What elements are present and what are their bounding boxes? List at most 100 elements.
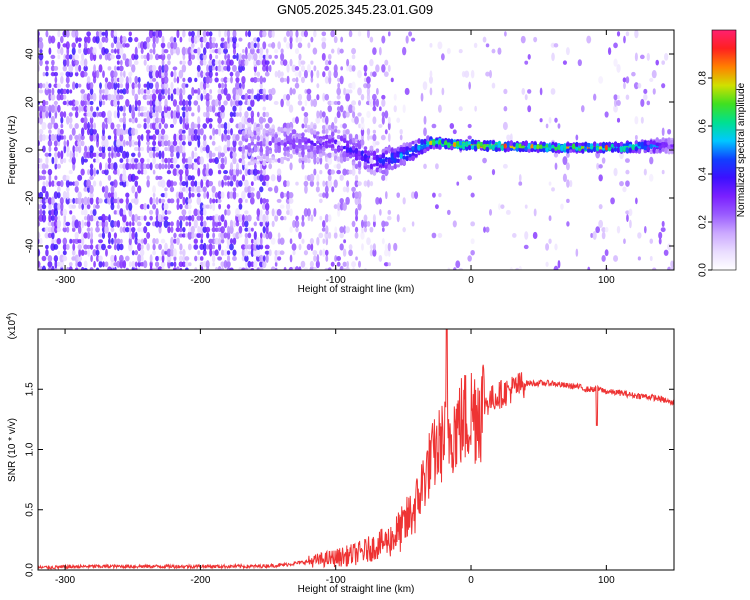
spectrogram-noise-cell	[202, 261, 207, 268]
spectrogram-noise-cell	[346, 105, 349, 113]
spectrogram-noise-cell	[217, 237, 222, 245]
spectrogram-noise-cell	[238, 158, 243, 163]
spectrogram-noise-cell	[256, 77, 260, 83]
spectrogram-noise-cell	[224, 156, 228, 165]
spectrogram-noise-cell	[167, 94, 171, 101]
spectrogram-noise-cell	[122, 209, 126, 216]
spectrogram-ridge-cell	[607, 146, 612, 152]
spectrogram-noise-cell	[166, 106, 172, 112]
spectrogram-y-tick-label: 20	[25, 96, 36, 108]
spectrogram-noise-cell	[393, 242, 398, 252]
spectrogram-noise-cell	[148, 30, 154, 39]
spectrogram-noise-cell	[187, 59, 193, 66]
spectrogram-noise-cell	[539, 118, 543, 123]
spectrogram-ridge-cell	[384, 164, 389, 169]
spectrogram-noise-cell	[45, 105, 49, 112]
spectrogram-noise-cell	[155, 81, 160, 90]
spectrogram-noise-cell	[51, 87, 55, 96]
spectrogram-noise-cell	[253, 37, 258, 43]
spectrogram-noise-cell	[247, 214, 252, 222]
spectrogram-noise-cell	[322, 180, 326, 187]
spectrogram-noise-cell	[190, 42, 195, 48]
spectrogram-noise-cell	[446, 209, 451, 216]
spectrogram-noise-cell	[218, 106, 221, 111]
spectrogram-noise-cell	[57, 250, 61, 255]
spectrogram-ridge-cell	[354, 156, 359, 161]
spectrogram-ridge-cell	[327, 139, 332, 144]
spectrogram-noise-cell	[265, 48, 269, 54]
spectrogram-noise-cell	[270, 266, 276, 270]
spectrogram-noise-cell	[223, 87, 228, 96]
spectrogram-noise-cell	[41, 265, 47, 270]
spectrogram-noise-cell	[587, 266, 591, 270]
spectrogram-noise-cell	[98, 255, 103, 262]
spectrogram-noise-cell	[155, 122, 160, 130]
spectrogram-noise-cell	[182, 122, 186, 130]
spectrogram-noise-cell	[166, 157, 172, 164]
spectrogram-noise-cell	[310, 214, 314, 222]
spectrogram-noise-cell	[110, 82, 115, 90]
spectrogram-noise-cell	[345, 169, 350, 175]
spectrogram-ridge-cell	[598, 142, 603, 147]
spectrogram-noise-cell	[136, 123, 142, 129]
snr-scale-note-close: )	[7, 313, 18, 316]
spectrogram-noise-cell	[470, 69, 475, 79]
spectrogram-noise-cell	[95, 158, 100, 163]
spectrogram-noise-cell	[244, 92, 249, 102]
spectrogram-noise-cell	[68, 64, 74, 73]
spectrogram-noise-cell	[194, 180, 198, 187]
spectrogram-noise-cell	[184, 256, 190, 261]
spectrogram-noise-cell	[551, 52, 555, 62]
spectrogram-noise-cell	[191, 232, 195, 239]
spectrogram-noise-cell	[223, 174, 228, 181]
spectrogram-noise-cell	[146, 204, 150, 210]
spectrogram-noise-cell	[232, 111, 237, 117]
spectrogram-noise-cell	[322, 238, 326, 245]
spectrogram-noise-cell	[259, 162, 263, 170]
spectrogram-noise-cell	[146, 116, 151, 124]
spectrogram-noise-cell	[185, 167, 189, 177]
spectrogram-noise-cell	[39, 110, 43, 119]
spectrogram-noise-cell	[173, 248, 177, 258]
spectrogram-noise-cell	[624, 158, 630, 163]
spectrogram-ridge-cell	[348, 154, 353, 159]
spectrogram-noise-cell	[253, 52, 258, 61]
spectrogram-noise-cell	[196, 30, 201, 38]
spectrogram-noise-cell	[319, 156, 323, 165]
spectrogram-ridge-cell	[482, 143, 487, 150]
spectrogram-noise-cell	[250, 41, 255, 50]
spectrogram-ridge-cell	[321, 146, 326, 152]
spectrogram-ridge-cell	[506, 147, 511, 152]
spectrogram-noise-cell	[205, 93, 211, 102]
spectrogram-noise-cell	[258, 88, 264, 95]
spectrogram-noise-cell	[202, 59, 207, 66]
spectrogram-noise-cell	[125, 158, 129, 163]
spectrogram-noise-cell	[557, 260, 561, 269]
spectrogram-noise-cell	[62, 250, 67, 256]
spectrogram-noise-cell	[262, 198, 267, 204]
spectrogram-noise-cell	[56, 83, 62, 88]
spectrogram-noise-cell	[188, 226, 192, 233]
spectrogram-noise-cell	[232, 47, 237, 55]
spectrogram-noise-cell	[212, 66, 216, 71]
spectrogram-noise-cell	[623, 82, 626, 90]
spectrogram-noise-cell	[104, 185, 109, 194]
spectrogram-noise-cell	[117, 100, 120, 106]
spectrogram-noise-cell	[226, 93, 231, 101]
spectrogram-noise-cell	[381, 35, 386, 44]
spectrogram-noise-cell	[143, 202, 148, 211]
spectrogram-noise-cell	[295, 215, 299, 221]
spectrogram-noise-cell	[140, 48, 144, 55]
spectrogram-noise-cell	[63, 144, 67, 154]
spectrogram-noise-cell	[643, 168, 647, 176]
spectrogram-noise-cell	[45, 249, 49, 257]
spectrogram-noise-cell	[69, 198, 73, 203]
spectrogram-x-tick-label: -200	[190, 275, 210, 286]
spectrogram-noise-cell	[259, 75, 263, 85]
spectrogram-noise-cell	[214, 156, 219, 165]
spectrogram-noise-cell	[173, 232, 177, 239]
spectrogram-noise-cell	[548, 117, 552, 124]
spectrogram-ridge-cell	[241, 130, 246, 136]
spectrogram-noise-cell	[51, 156, 55, 165]
spectrogram-noise-cell	[199, 256, 204, 261]
